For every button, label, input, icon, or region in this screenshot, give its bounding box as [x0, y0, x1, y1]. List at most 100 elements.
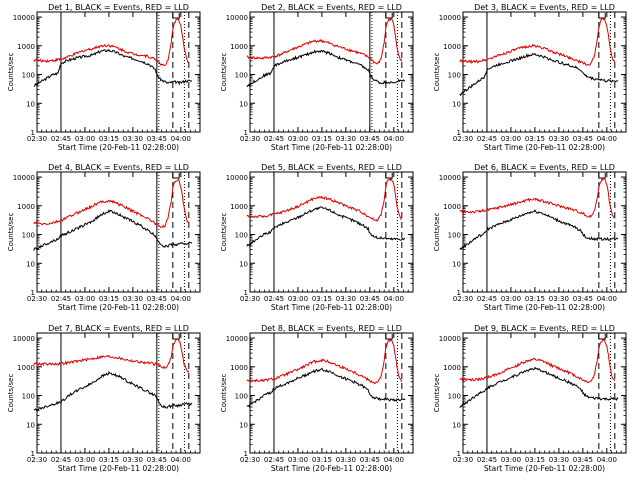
x-tick-label: 03:15: [312, 135, 332, 143]
x-tick-label: 04:00: [171, 135, 191, 143]
x-tick-label: 04:00: [171, 456, 191, 464]
y-tick-label: 10: [26, 100, 35, 108]
x-tick-label: 02:30: [27, 135, 47, 143]
x-tick-label: 02:45: [264, 295, 284, 303]
interval-bracket: [385, 173, 393, 179]
x-tick-label: 03:00: [75, 295, 95, 303]
y-tick-label: 10: [239, 260, 248, 268]
x-tick-label: 04:00: [171, 295, 191, 303]
lld-series-line: [246, 177, 403, 222]
x-tick-label: 04:00: [384, 456, 404, 464]
events-series-line: [33, 209, 193, 251]
y-axis-label: Counts/sec: [433, 213, 441, 252]
y-tick-label: 10: [452, 421, 461, 429]
lld-series-line: [246, 17, 403, 65]
y-tick-label: 10: [239, 100, 248, 108]
x-tick-label: 02:45: [51, 295, 71, 303]
detector-panel-5: Det 5, BLACK = Events, RED = LLD 1 10 100 10…: [220, 163, 414, 312]
detector-panel-1: Det 1, BLACK = Events, RED = LLD 1 10 100 10…: [7, 3, 201, 152]
x-tick-label: 03:30: [336, 295, 356, 303]
interval-bracket: [598, 173, 606, 179]
panel-title: Det 8, BLACK = Events, RED = LLD: [261, 324, 402, 333]
x-tick-label: 03:45: [147, 456, 167, 464]
y-tick-label: 10000: [13, 14, 35, 22]
x-axis-label: Start Time (20-Feb-11 02:28:00): [484, 143, 605, 152]
y-tick-label: 1000: [443, 43, 461, 51]
x-tick-label: 03:30: [123, 456, 143, 464]
detector-panel-7: Det 7, BLACK = Events, RED = LLD 1 10 100 10…: [7, 324, 201, 473]
y-tick-label: 1000: [443, 203, 461, 211]
x-tick-label: 03:00: [501, 456, 521, 464]
y-tick-label: 100: [448, 72, 461, 80]
lld-series-line: [459, 17, 616, 66]
x-tick-label: 04:00: [597, 135, 617, 143]
x-tick-label: 03:15: [525, 135, 545, 143]
interval-bracket: [172, 13, 180, 19]
y-tick-label: 10000: [439, 335, 461, 343]
y-tick-label: 1000: [230, 43, 248, 51]
y-tick-label: 10: [452, 260, 461, 268]
x-tick-label: 03:30: [336, 135, 356, 143]
x-tick-label: 03:15: [312, 295, 332, 303]
x-axis-label: Start Time (20-Feb-11 02:28:00): [58, 143, 179, 152]
panel-title: Det 4, BLACK = Events, RED = LLD: [48, 163, 189, 172]
events-series-line: [459, 366, 619, 408]
events-series-line: [459, 209, 619, 250]
y-tick-label: 100: [235, 232, 248, 240]
x-axis-label: Start Time (20-Feb-11 02:28:00): [58, 464, 179, 473]
y-tick-label: 10: [452, 100, 461, 108]
x-tick-label: 03:15: [99, 295, 119, 303]
y-tick-label: 1: [244, 129, 248, 137]
lld-series-line: [33, 18, 190, 67]
events-series-line: [459, 52, 619, 97]
x-tick-label: 03:45: [573, 295, 593, 303]
x-tick-label: 03:30: [549, 456, 569, 464]
y-tick-label: 1: [31, 289, 35, 297]
y-tick-label: 10000: [226, 14, 248, 22]
x-tick-label: 04:00: [597, 295, 617, 303]
x-tick-label: 03:45: [573, 456, 593, 464]
x-tick-label: 02:30: [27, 295, 47, 303]
y-tick-label: 1: [31, 129, 35, 137]
y-tick-label: 1000: [443, 364, 461, 372]
y-tick-label: 10000: [226, 335, 248, 343]
y-axis-label: Counts/sec: [7, 213, 15, 252]
detector-panel-4: Det 4, BLACK = Events, RED = LLD 1 10 100 10…: [7, 163, 201, 312]
x-tick-label: 02:30: [240, 135, 260, 143]
panel-title: Det 7, BLACK = Events, RED = LLD: [48, 324, 189, 333]
y-tick-label: 10000: [439, 14, 461, 22]
x-tick-label: 03:45: [360, 135, 380, 143]
y-tick-label: 1: [244, 289, 248, 297]
x-axis-label: Start Time (20-Feb-11 02:28:00): [271, 143, 392, 152]
y-tick-label: 1000: [17, 203, 35, 211]
x-tick-label: 03:15: [99, 456, 119, 464]
x-tick-label: 03:30: [549, 135, 569, 143]
y-tick-label: 1: [31, 450, 35, 458]
detector-panel-9: Det 9, BLACK = Events, RED = LLD 1 10 100 10…: [433, 324, 627, 473]
y-axis-label: Counts/sec: [220, 374, 228, 413]
x-tick-label: 03:45: [360, 456, 380, 464]
y-axis-label: Counts/sec: [433, 374, 441, 413]
x-tick-label: 03:30: [336, 456, 356, 464]
x-tick-label: 02:45: [51, 135, 71, 143]
y-tick-label: 1: [457, 129, 461, 137]
events-series-line: [246, 206, 406, 247]
y-tick-label: 100: [235, 72, 248, 80]
y-tick-label: 10000: [226, 174, 248, 182]
x-tick-label: 02:45: [477, 135, 497, 143]
interval-bracket: [385, 13, 393, 19]
x-tick-label: 02:30: [240, 295, 260, 303]
x-tick-label: 02:45: [264, 456, 284, 464]
x-axis-label: Start Time (20-Feb-11 02:28:00): [271, 303, 392, 312]
x-tick-label: 04:00: [384, 295, 404, 303]
x-tick-label: 03:00: [288, 456, 308, 464]
x-tick-label: 03:00: [501, 135, 521, 143]
x-tick-label: 04:00: [384, 135, 404, 143]
x-tick-label: 02:45: [51, 456, 71, 464]
y-tick-label: 100: [448, 232, 461, 240]
interval-bracket: [172, 334, 180, 340]
y-tick-label: 100: [22, 232, 35, 240]
x-tick-label: 03:15: [99, 135, 119, 143]
y-tick-label: 100: [22, 393, 35, 401]
y-tick-label: 10000: [13, 335, 35, 343]
